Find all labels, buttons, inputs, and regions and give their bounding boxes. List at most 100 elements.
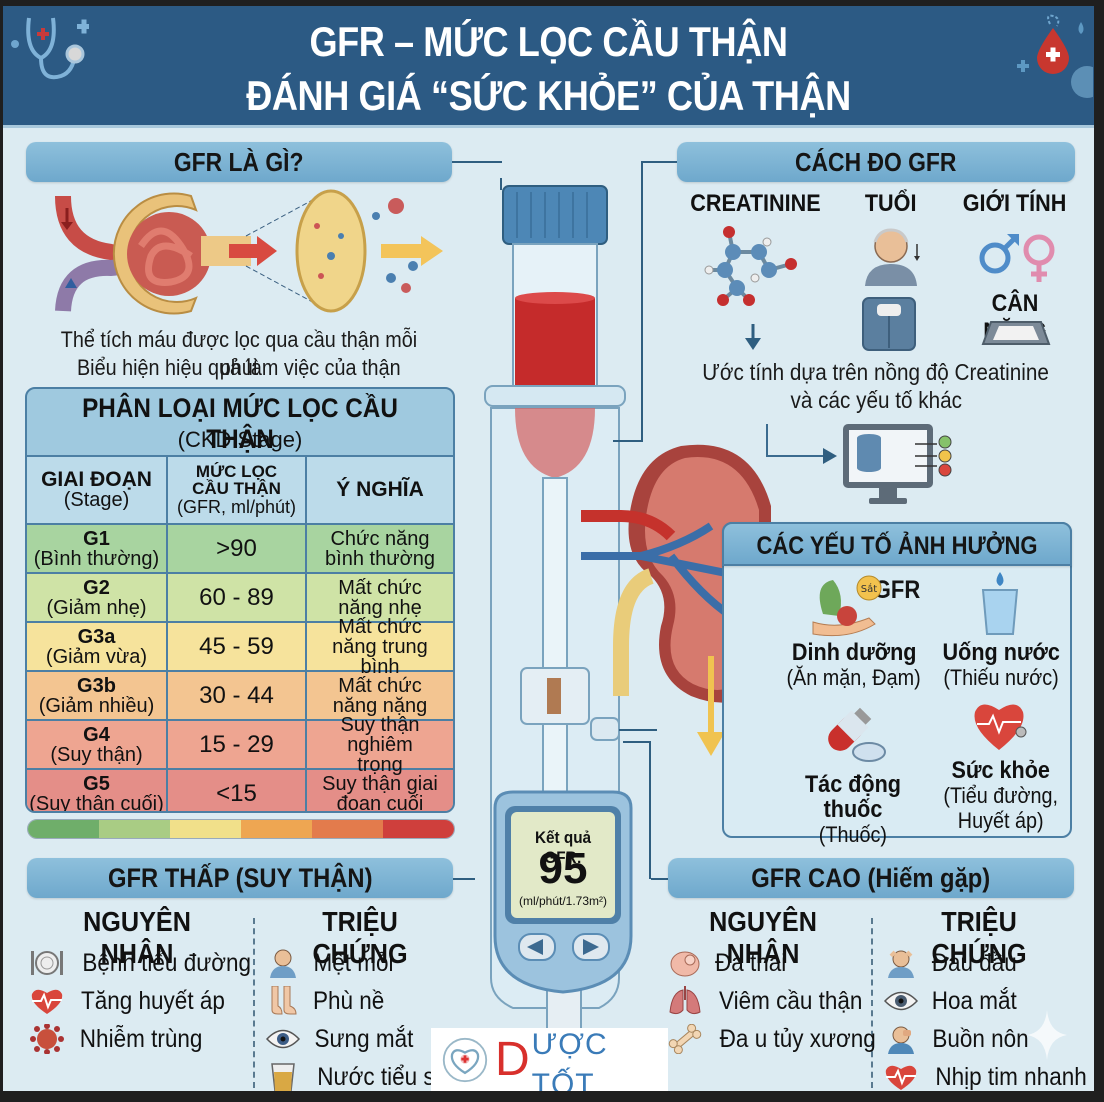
connector-line [651,878,671,880]
table-header-row: GIAI ĐOẠN (Stage) MỨC LỌC CẦU THẬN (GFR, m… [27,455,453,523]
gfr-range: 30 - 44 [168,672,307,719]
molecule-icon [704,226,797,306]
gfr-range: 15 - 29 [168,721,307,768]
meter-next-button[interactable] [563,937,601,965]
scale-icon [862,297,916,351]
meter-prev-button[interactable] [509,937,547,965]
fetus-icon [667,948,703,978]
brand-initial: D [494,1032,530,1086]
stage-desc: (Suy thận) [50,743,143,766]
medicine-icon [828,707,886,762]
high-symptoms-heading: TRIỆU CHỨNG [931,906,1027,969]
infographic-canvas: GFR – MỨC LỌC CẦU THẬN ĐÁNH GIÁ “SỨC KHỎ… [3,6,1094,1091]
stage-code: G3b [77,674,116,697]
gender-icon [979,234,1055,282]
heart-pulse-icon [29,986,65,1016]
gfr-range: 60 - 89 [168,574,307,621]
stethoscope-icon [11,17,89,80]
stage-code: G2 [83,576,110,599]
low-causes-heading: NGUYÊN NHÂN [83,906,191,969]
list-item: Tăng huyết áp [29,982,260,1020]
measure-desc-line-2: và các yếu tố khác [790,387,962,413]
ckd-table-title: PHÂN LOẠI MỨC LỌC CẦU THẬN [82,393,398,454]
stage-meaning: Suy thận giai đoạn cuối [322,772,438,813]
list-item: Bệnh tiểu đường [29,944,260,982]
meter-label: Kết quả GFR: [534,828,592,867]
stage-meaning: Mất chức năng nhẹ [338,576,422,619]
low-gfr-heading: GFR THẤP (SUY THẬN) [27,858,453,898]
connector-line [641,161,677,441]
computer-database-icon [766,424,952,504]
table-row: G1 (Bình thường) >90 Chức năng bình thườn… [27,523,453,572]
connector-line [452,161,502,163]
list-item: Buồn nôn [883,1020,1094,1058]
list-item: Phù nề [265,982,474,1020]
stage-code: G1 [83,527,110,550]
stage-meaning: Suy thận nghiêm trọng [340,713,420,776]
list-item: Mệt mỏi [265,944,474,982]
stage-code: G3a [77,625,116,648]
influence-heading: CÁC YẾU TỐ ẢNH HƯỞNG GFR [722,522,1072,604]
header-stage-sub: (Stage) [63,489,130,511]
header-banner: GFR – MỨC LỌC CẦU THẬN ĐÁNH GIÁ “SỨC KHỎ… [3,6,1094,128]
high-causes-heading: NGUYÊN NHÂN [709,906,817,969]
connector-line [613,440,643,442]
column-divider [871,918,873,1088]
gfr-color-scale [27,819,455,839]
nausea-icon [883,1024,919,1054]
headache-icon [883,948,919,978]
list-item: Đau đầu [883,944,1094,982]
glomerulus-diagram [55,189,443,315]
what-is-gfr-heading: GFR LÀ GÌ? [26,142,452,182]
meter-value: 95 [538,844,588,893]
food-hand-icon: Sắt [812,575,882,637]
brand-name: ƯỢC TỐT [531,1027,608,1092]
gfr-definition-line-2: Biểu hiện hiệu quả làm việc của thận [77,355,401,380]
stage-code: G4 [83,723,110,746]
factor-water: Uống nước(Thiếu nước) [942,639,1060,690]
list-item: Nhiễm trùng [29,1020,260,1058]
urine-cup-icon [265,1062,301,1091]
stage-meaning: Chức năng bình thường [325,527,435,570]
table-row: G3a (Giảm vừa) 45 - 59 Mất chức năng trun… [27,615,453,678]
gfr-range: 45 - 59 [168,623,307,670]
factor-age-label: TUỔI [865,190,917,217]
measure-gfr-heading: CÁCH ĐO GFR [677,142,1075,182]
stage-desc: (Giảm nhiều) [38,694,155,717]
factor-creatinine-label: CREATININE [690,190,821,217]
sparkle-icon [1027,1010,1067,1060]
stage-meaning: Mất chức năng trung bình [332,615,428,678]
high-gfr-heading: GFR CAO (Hiếm gặp) [668,858,1074,898]
factor-medicine: Tác động thuốc(Thuốc) [804,771,901,847]
elderly-person-icon [865,228,920,286]
eye-icon [883,986,919,1016]
header-gfr-sub: (GFR, ml/phút) [176,497,296,517]
stage-desc: (Bình thường) [33,547,160,570]
table-row: G4 (Suy thận) 15 - 29 Suy thận nghiêm trọ… [27,713,453,776]
high-symptoms-list: Đau đầu Hoa mắt Buồn nôn Nhịp tim nhanh [883,944,1094,1091]
table-row: G2 (Giảm nhẹ) 60 - 89 Mất chức năng nhẹ [27,572,453,621]
header-meaning: Ý NGHĨA [336,478,424,501]
gfr-definition-line-1: Thể tích máu được lọc qua cầu thận mỗi p… [60,327,418,380]
meter-unit: (ml/phút/1.73m²) [518,894,608,908]
gfr-meter-device [493,790,633,1091]
stage-desc: (Giảm nhẹ) [46,596,147,619]
list-item: Nhịp tim nhanh [883,1058,1094,1091]
bone-icon [667,1024,703,1054]
meter-prev-arrow [527,939,543,955]
low-causes-list: Bệnh tiểu đường Tăng huyết áp Nhiễm trùn… [29,944,260,1058]
list-item: Viêm cầu thận [667,982,885,1020]
stage-meaning: Mất chức năng nặng [332,674,428,717]
ckd-table-subtitle: (CKD Stage) [177,427,303,452]
stage-code: G5 [83,772,110,795]
blood-drop-icon [1017,14,1093,98]
virus-icon [29,1024,65,1054]
list-item: Hoa mắt [883,982,1094,1020]
stage-desc: (Giảm vừa) [45,645,148,668]
eye-icon [265,1024,301,1054]
low-symptoms-heading: TRIỆU CHỨNG [312,906,408,969]
factor-health: Sức khỏe(Tiểu đường,Huyết áp) [943,757,1059,833]
low-symptoms-list: Mệt mỏi Phù nề Sưng mắt Nước tiểu sẫm [265,944,474,1091]
tired-person-icon [265,948,301,978]
factor-gender-label: GIỚI TÍNH [963,190,1067,217]
